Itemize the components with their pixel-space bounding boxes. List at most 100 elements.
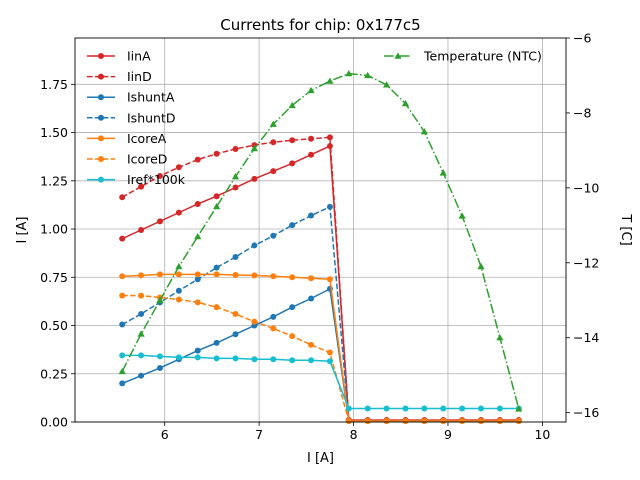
data-point-icored: [326, 349, 333, 356]
data-point-icored: [515, 418, 522, 425]
data-point-iref-100k: [364, 405, 371, 412]
data-point-iind: [194, 156, 201, 163]
y2-tick-label: −12: [573, 255, 599, 270]
legend-marker: [98, 135, 104, 142]
data-point-temperature-ntc: [326, 77, 334, 84]
data-point-icored: [308, 341, 315, 348]
legend-item-ishunta: IshuntA: [87, 90, 175, 105]
data-point-iref-100k: [459, 405, 466, 412]
series-line-temperature-ntc: [121, 72, 520, 410]
data-point-iind: [270, 139, 277, 146]
data-point-temperature-ntc: [231, 173, 240, 180]
data-point-ishuntd: [138, 310, 145, 317]
y-tick-label: 1.00: [40, 222, 68, 237]
legend-marker: [98, 94, 104, 101]
data-point-temperature-ntc: [477, 262, 485, 270]
data-point-iina: [213, 193, 220, 200]
x-tick-label: 7: [255, 427, 263, 442]
x-tick-label: 6: [161, 427, 169, 442]
data-point-icorea: [308, 275, 315, 282]
data-point-iind: [156, 172, 163, 179]
data-point-icored: [383, 418, 390, 425]
data-point-iref-100k: [213, 355, 220, 362]
data-point-iref-100k: [138, 352, 145, 359]
data-point-icored: [478, 418, 485, 425]
data-point-temperature-ntc: [194, 232, 202, 240]
data-point-icorea: [175, 271, 182, 278]
x-tick-label: 9: [444, 427, 452, 442]
series-line-iind: [121, 136, 519, 421]
y-tick-label: 1.25: [40, 173, 68, 188]
data-point-icorea: [213, 271, 220, 278]
data-point-iina: [232, 184, 239, 191]
data-point-temperature-ntc: [345, 69, 353, 77]
data-point-iina: [156, 218, 163, 225]
legend-item-iind: IinD: [87, 69, 152, 84]
data-point-ishuntd: [119, 321, 126, 328]
y2-tick-label: −8: [573, 105, 591, 120]
data-point-iina: [138, 227, 145, 233]
legend-marker: [98, 53, 104, 59]
x-tick-label: 10: [534, 427, 550, 442]
data-point-ishunta: [194, 347, 201, 354]
data-point-iref-100k: [421, 405, 428, 412]
data-point-ishuntd: [194, 276, 201, 283]
data-point-icorea: [194, 271, 201, 278]
data-point-temperature-ntc: [156, 296, 164, 303]
legend-label: IinD: [127, 69, 152, 84]
data-point-temperature-ntc: [420, 128, 428, 135]
data-point-icored: [345, 418, 352, 425]
y2-axis-label: T [C]: [618, 213, 633, 245]
data-point-ishunta: [289, 304, 296, 311]
data-point-iind: [138, 183, 145, 190]
y-axis-label: I [A]: [15, 216, 30, 243]
data-point-temperature-ntc: [269, 120, 277, 127]
data-point-icored: [213, 304, 220, 311]
data-point-icorea: [326, 276, 333, 283]
data-point-iref-100k: [232, 355, 239, 362]
data-point-iind: [232, 145, 239, 152]
series-temperature-ntc: [118, 69, 523, 412]
series-line-iina: [121, 144, 519, 421]
legend-label: IcoreA: [127, 131, 167, 146]
data-point-icorea: [156, 271, 163, 278]
legend-item-iina: IinA: [87, 49, 151, 64]
series-line-icored: [122, 294, 519, 422]
data-point-iind: [326, 134, 333, 141]
data-point-icored: [138, 292, 145, 299]
data-point-icored: [175, 296, 182, 303]
legend-left: IinA IinD IshuntA IshuntD IcoreA IcoreD Iref*1…: [87, 49, 186, 187]
data-point-iina: [270, 168, 277, 175]
data-point-ishunta: [308, 295, 315, 302]
data-point-iref-100k: [402, 405, 409, 412]
axes: 6 7 8 9 10 0.00 0.25 0.50 0.75 1.00 1.25 1.50 1.75 −1…: [40, 31, 599, 443]
legend-marker: [98, 156, 104, 162]
data-point-icorea: [289, 274, 296, 281]
y-tick-label: 1.50: [40, 125, 68, 140]
data-point-icored: [251, 318, 258, 325]
chart-title: Currents for chip: 0x177c5: [220, 16, 420, 34]
legend-item-iref-100k: Iref*100k: [87, 172, 186, 187]
legend-label: Iref*100k: [127, 172, 186, 187]
data-point-icored: [440, 418, 447, 425]
data-point-iind: [119, 194, 126, 201]
y-tick-label: 1.75: [40, 77, 68, 92]
data-point-icored: [496, 418, 503, 425]
data-point-temperature-ntc: [382, 81, 391, 88]
data-point-iina: [175, 209, 182, 216]
data-point-ishunta: [232, 331, 239, 338]
legend-item-temperature-ntc: Temperature (NTC): [384, 49, 542, 64]
data-point-iina: [289, 160, 296, 167]
legend-label: Temperature (NTC): [423, 49, 542, 64]
data-point-iref-100k: [496, 405, 503, 412]
data-point-icored: [232, 310, 239, 317]
data-point-temperature-ntc: [496, 334, 504, 341]
data-point-icored: [194, 299, 201, 306]
data-point-ishunta: [138, 372, 145, 379]
data-point-iref-100k: [119, 352, 126, 359]
legend-marker: [98, 73, 104, 80]
legend-marker: [98, 176, 104, 183]
data-point-icorea: [138, 272, 145, 279]
y-tick-label: 0.25: [40, 366, 68, 381]
